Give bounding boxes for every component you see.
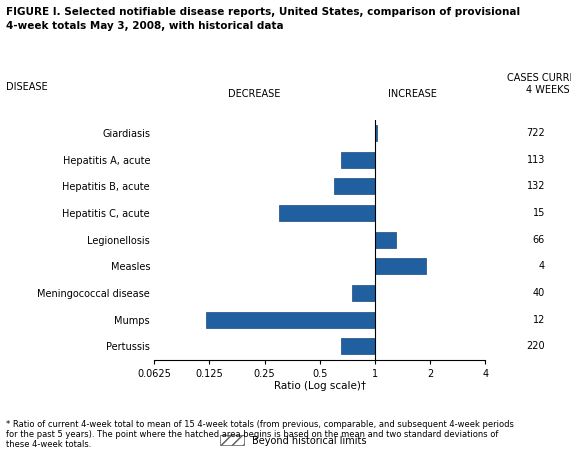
Bar <box>375 232 396 248</box>
Text: INCREASE: INCREASE <box>388 89 437 99</box>
Bar <box>341 152 375 168</box>
Text: 113: 113 <box>526 155 545 165</box>
Text: FIGURE I. Selected notifiable disease reports, United States, comparison of prov: FIGURE I. Selected notifiable disease re… <box>6 7 520 17</box>
Bar <box>375 125 376 141</box>
Bar <box>352 285 375 301</box>
Text: 132: 132 <box>526 182 545 191</box>
Text: * Ratio of current 4-week total to mean of 15 4-week totals (from previous, comp: * Ratio of current 4-week total to mean … <box>6 420 513 449</box>
Bar <box>279 205 375 221</box>
Bar <box>341 338 375 354</box>
Bar <box>375 258 426 274</box>
Text: 12: 12 <box>533 314 545 325</box>
Text: DISEASE: DISEASE <box>6 82 47 92</box>
Text: 15: 15 <box>533 208 545 218</box>
Text: 4: 4 <box>539 261 545 272</box>
Text: 66: 66 <box>533 235 545 245</box>
Text: 722: 722 <box>526 128 545 138</box>
Legend: Beyond historical limits: Beyond historical limits <box>216 431 371 449</box>
Text: 4-week totals May 3, 2008, with historical data: 4-week totals May 3, 2008, with historic… <box>6 21 283 31</box>
Bar <box>206 312 375 328</box>
Text: 40: 40 <box>533 288 545 298</box>
Bar <box>334 178 375 195</box>
Text: DECREASE: DECREASE <box>228 89 280 99</box>
Text: CASES CURRENT
4 WEEKS: CASES CURRENT 4 WEEKS <box>507 73 571 95</box>
X-axis label: Ratio (Log scale)†: Ratio (Log scale)† <box>274 381 366 391</box>
Text: 220: 220 <box>526 341 545 351</box>
